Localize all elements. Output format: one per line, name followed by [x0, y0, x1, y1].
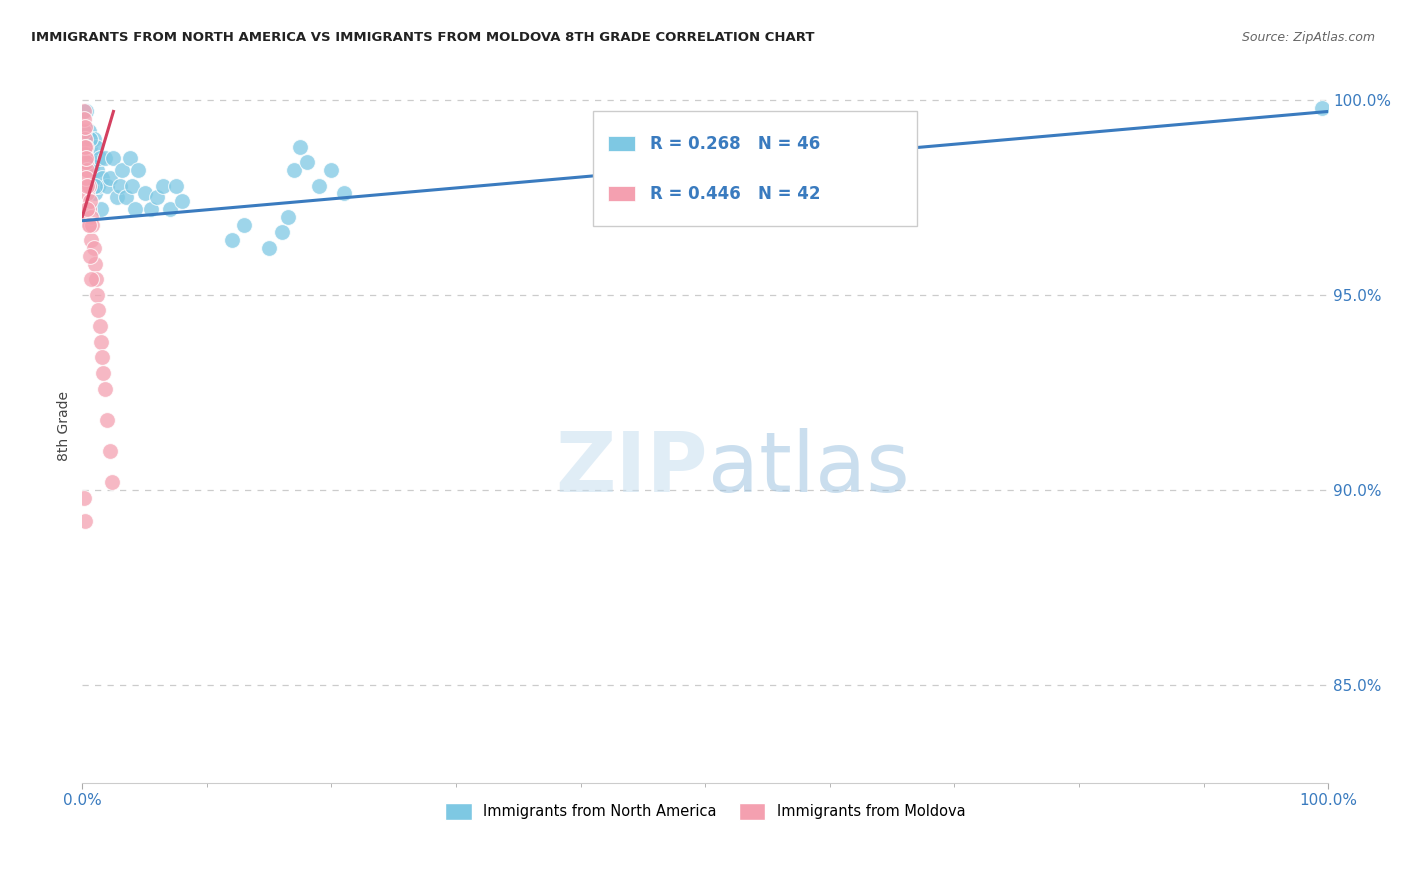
Point [90, 334, 112, 349]
Point [93, 151, 115, 165]
Point [73, 120, 96, 134]
Point [75, 170, 97, 185]
Point [75, 104, 97, 119]
Point [73, 514, 96, 528]
Point [103, 151, 125, 165]
Point [75, 151, 97, 165]
Point [75, 178, 97, 193]
Point [295, 155, 318, 169]
Point [111, 163, 134, 178]
Point [80, 210, 103, 224]
Point [159, 202, 181, 216]
Point [79, 194, 101, 209]
Point [283, 163, 305, 178]
Point [290, 139, 312, 153]
Point [89, 319, 111, 334]
Point [76, 178, 98, 193]
Point [308, 178, 330, 193]
Text: IMMIGRANTS FROM NORTH AMERICA VS IMMIGRANTS FROM MOLDOVA 8TH GRADE CORRELATION C: IMMIGRANTS FROM NORTH AMERICA VS IMMIGRA… [31, 31, 814, 45]
Point [75, 155, 97, 169]
Point [118, 151, 141, 165]
Point [75, 139, 97, 153]
Point [83, 257, 105, 271]
Point [233, 218, 256, 232]
Point [91, 170, 114, 185]
Point [89, 151, 111, 165]
Point [221, 233, 243, 247]
Point [76, 202, 98, 216]
Point [257, 241, 280, 255]
Point [83, 241, 105, 255]
Point [73, 132, 96, 146]
Text: ZIP: ZIP [555, 428, 707, 509]
FancyBboxPatch shape [593, 112, 917, 226]
Text: Source: ZipAtlas.com: Source: ZipAtlas.com [1241, 31, 1375, 45]
Point [80, 233, 103, 247]
Point [84, 139, 107, 153]
Point [146, 190, 169, 204]
Y-axis label: 8th Grade: 8th Grade [58, 391, 72, 460]
Point [83, 132, 105, 146]
Point [98, 444, 121, 458]
Point [277, 210, 299, 224]
Point [83, 186, 105, 201]
Point [79, 249, 101, 263]
Text: atlas: atlas [707, 428, 910, 509]
Point [77, 218, 100, 232]
Point [79, 139, 101, 153]
Point [165, 178, 187, 193]
Point [96, 413, 118, 427]
Point [77, 202, 100, 216]
Point [134, 186, 156, 201]
Point [73, 147, 96, 161]
Point [76, 163, 98, 178]
Point [79, 218, 101, 232]
Point [115, 190, 138, 204]
Point [105, 190, 128, 204]
Point [170, 194, 193, 209]
Bar [607, 136, 636, 152]
Point [139, 202, 162, 216]
Text: R = 0.268   N = 46: R = 0.268 N = 46 [651, 135, 821, 153]
Point [101, 475, 124, 490]
Point [73, 139, 96, 153]
Point [72, 104, 94, 119]
Point [73, 163, 96, 178]
Point [93, 382, 115, 396]
Text: R = 0.446   N = 42: R = 0.446 N = 42 [651, 185, 821, 202]
Point [108, 178, 131, 193]
Point [152, 178, 174, 193]
Point [76, 186, 98, 201]
Point [270, 226, 292, 240]
Bar [607, 186, 636, 202]
Point [96, 178, 118, 193]
Point [83, 178, 105, 193]
Point [333, 186, 356, 201]
Point [72, 124, 94, 138]
Point [77, 124, 100, 138]
Point [121, 178, 143, 193]
Point [127, 163, 149, 178]
Legend: Immigrants from North America, Immigrants from Moldova: Immigrants from North America, Immigrant… [440, 797, 972, 825]
Point [82, 159, 104, 173]
Point [93, 366, 115, 380]
Point [98, 170, 121, 185]
Point [77, 178, 100, 193]
Point [1310, 101, 1333, 115]
Point [80, 272, 103, 286]
Point [72, 491, 94, 505]
Point [79, 132, 101, 146]
Point [124, 202, 146, 216]
Point [82, 218, 104, 232]
Point [72, 112, 94, 127]
Point [321, 163, 343, 178]
Point [80, 151, 103, 165]
Point [86, 163, 108, 178]
Point [86, 288, 108, 302]
Point [84, 272, 107, 286]
Point [87, 303, 110, 318]
Point [91, 351, 114, 365]
Point [87, 178, 110, 193]
Point [90, 202, 112, 216]
